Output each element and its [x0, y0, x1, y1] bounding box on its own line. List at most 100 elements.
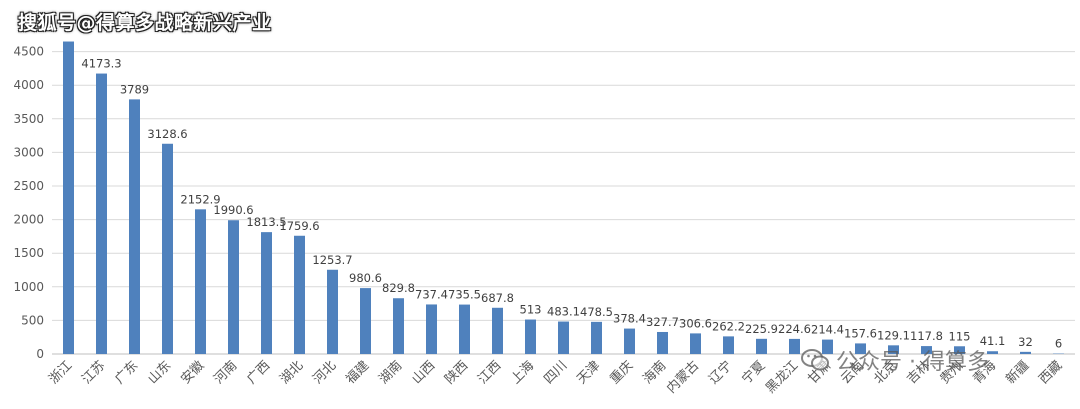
x-tick-label: 黑龙江: [763, 358, 801, 396]
data-label: 306.6: [679, 316, 712, 330]
bar: [162, 143, 173, 354]
bar: [360, 288, 371, 354]
bar: [690, 333, 701, 354]
gridlines: [52, 51, 1075, 355]
bar: [261, 232, 272, 354]
x-tick-label: 海南: [640, 358, 670, 388]
bar: [954, 346, 965, 354]
data-label: 2152.9: [180, 192, 220, 206]
y-tick-label: 3000: [13, 145, 44, 159]
x-tick-label: 河南: [211, 358, 241, 388]
x-tick-label: 四川: [541, 358, 570, 387]
y-tick-label: 500: [21, 313, 44, 327]
data-label: 737.4: [415, 287, 448, 301]
bar: [63, 41, 74, 355]
x-tick-label: 西藏: [1036, 358, 1065, 387]
data-label: 1813.5: [246, 215, 286, 229]
wechat-icon: [801, 349, 829, 371]
data-label: 1990.6: [213, 203, 253, 217]
sohu-watermark: 搜狐号@得算多战略新兴产业: [18, 12, 272, 34]
bar: [855, 343, 866, 354]
data-labels: 4173.3 3789 3128.6 2152.91990.61813.51759.6…: [81, 57, 1062, 351]
data-label: 687.8: [481, 291, 514, 305]
x-tick-label: 内蒙古: [663, 358, 702, 397]
bar: [129, 99, 140, 354]
bar: [591, 321, 602, 354]
x-tick-label: 山东: [145, 358, 174, 387]
data-label: 129.1: [877, 328, 910, 342]
bar: [723, 336, 734, 354]
bar: [987, 351, 998, 354]
bar: [1020, 351, 1031, 354]
y-tick-label: 4500: [13, 45, 44, 59]
x-tick-label: 山西: [409, 358, 438, 387]
x-tick-label: 陕西: [442, 358, 471, 387]
data-label: 41.1: [980, 334, 1006, 348]
data-label: 327.7: [646, 315, 679, 329]
data-label: 378.4: [613, 312, 646, 326]
x-tick-label: 广西: [244, 358, 273, 387]
bar: [195, 209, 206, 354]
x-tick-label: 宁夏: [739, 358, 769, 388]
data-label: 6: [1055, 337, 1062, 351]
bar: [96, 73, 107, 355]
wechat-watermark-text: 公众号 · 得算多: [836, 350, 989, 375]
bar: [756, 338, 767, 354]
y-tick-label: 0: [36, 347, 44, 361]
bar: [921, 346, 932, 354]
y-tick-label: 3500: [13, 112, 44, 126]
bar: [426, 304, 437, 354]
x-tick-label: 广东: [112, 358, 141, 387]
data-label: 224.6: [778, 322, 811, 336]
wechat-watermark: 公众号 · 得算多: [800, 344, 989, 376]
data-label: 1253.7: [312, 253, 352, 267]
bar: [558, 321, 569, 354]
bar: [888, 345, 899, 354]
data-label: 225.9: [745, 322, 778, 336]
data-label: 115: [949, 329, 971, 343]
x-tick-label: 福建: [343, 358, 372, 387]
x-tick-label: 新疆: [1003, 358, 1033, 388]
x-tick-label: 湖北: [277, 358, 306, 387]
bar: [822, 339, 833, 354]
x-tick-label: 辽宁: [706, 358, 736, 388]
data-label: 980.6: [349, 271, 382, 285]
y-tick-label: 4000: [13, 78, 44, 92]
y-tick-label: 1000: [13, 280, 44, 294]
bar: [393, 298, 404, 354]
data-label: 513: [520, 303, 542, 317]
data-label: 262.2: [712, 319, 745, 333]
data-label: 157.6: [844, 326, 877, 340]
bar: [327, 269, 338, 354]
x-tick-label: 重庆: [607, 358, 637, 388]
y-tick-label: 1500: [13, 246, 44, 260]
bar: [789, 338, 800, 354]
x-tick-label: 湖南: [376, 358, 406, 388]
x-tick-label: 天津: [574, 358, 603, 387]
bars: [63, 41, 1064, 355]
x-tick-label: 上海: [508, 358, 537, 387]
x-tick-label: 江苏: [79, 358, 109, 388]
data-label: 829.8: [382, 281, 415, 295]
data-label: 1759.6: [279, 219, 319, 233]
x-tick-label: 安徽: [178, 358, 207, 387]
bar: [228, 220, 239, 354]
data-label: 3128.6: [147, 127, 187, 141]
data-label: 735.5: [448, 288, 481, 302]
data-label: 478.5: [580, 305, 613, 319]
bar: [525, 319, 536, 354]
bar: [624, 328, 635, 354]
bar: [294, 235, 305, 354]
data-label: 4173.3: [81, 57, 121, 71]
data-label: 117.8: [910, 329, 943, 343]
y-tick-label: 2500: [13, 179, 44, 193]
x-tick-label: 浙江: [46, 358, 75, 387]
y-tick-label: 2000: [13, 213, 44, 227]
y-axis-ticks: 0 500 1000 1500 2000 2500 3000 3500 4000 4500: [13, 45, 44, 361]
data-label: 32: [1018, 335, 1033, 349]
bar: [492, 307, 503, 354]
x-tick-label: 江西: [475, 358, 504, 387]
bar: [657, 331, 668, 354]
bar: [459, 304, 470, 354]
